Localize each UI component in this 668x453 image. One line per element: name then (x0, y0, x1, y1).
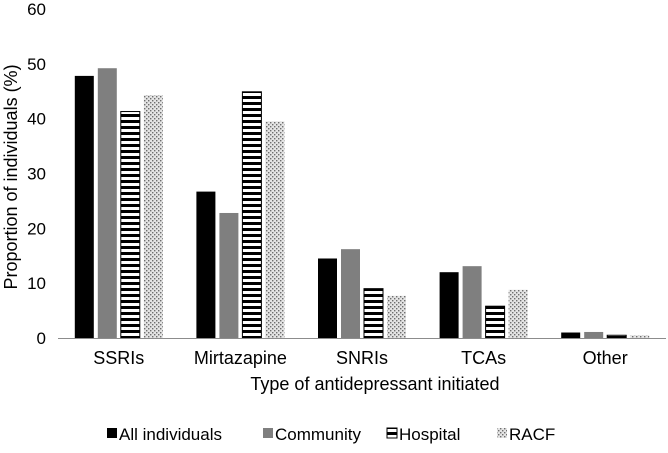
legend-label: RACF (509, 425, 555, 444)
y-axis-title: Proportion of individuals (%) (1, 64, 21, 289)
bar-hospital-ssris (120, 111, 141, 339)
legend-label: Community (275, 425, 361, 444)
bar-hospital-tcas (485, 305, 506, 339)
bar-racf-ssris (143, 95, 163, 338)
y-tick-label: 20 (27, 219, 46, 238)
legend-swatch-racf (497, 428, 507, 438)
x-category-label: Mirtazapine (194, 348, 287, 368)
y-tick-label: 10 (27, 274, 46, 293)
y-tick-label: 60 (27, 0, 46, 19)
x-axis-title: Type of antidepressant initiated (250, 374, 499, 394)
bar-racf-other (630, 335, 650, 338)
bar-community-other (584, 331, 604, 338)
bar-racf-mirtazapine (265, 121, 285, 339)
bar-all-individuals-mirtazapine (196, 191, 216, 338)
legend-swatch-community (263, 428, 273, 438)
y-axis-ticks: 0 10 20 30 40 50 60 (27, 0, 46, 348)
x-category-label: SNRIs (336, 348, 388, 368)
y-tick-label: 50 (27, 55, 46, 74)
bar-racf-snris (387, 295, 406, 338)
bars (74, 68, 650, 339)
legend-label: Hospital (399, 425, 460, 444)
bar-racf-tcas (508, 289, 528, 338)
bar-community-ssris (97, 68, 117, 338)
legend: All individuals Community Hospital RACF (107, 425, 555, 444)
y-tick-label: 0 (37, 329, 46, 348)
category-labels: SSRIs Mirtazapine SNRIs TCAs Other (93, 348, 627, 368)
legend-swatch-hospital (386, 427, 398, 439)
bar-all-individuals-tcas (439, 272, 459, 338)
y-tick-label: 40 (27, 110, 46, 129)
bar-all-individuals-ssris (74, 75, 94, 338)
y-tick-label: 30 (27, 165, 46, 184)
bar-hospital-other (606, 334, 627, 339)
x-category-label: SSRIs (93, 348, 144, 368)
legend-swatch-all-individuals (107, 428, 117, 438)
legend-label: All individuals (119, 425, 222, 444)
bar-community-snris (341, 249, 360, 338)
bar-community-tcas (462, 266, 482, 338)
bar-all-individuals-other (561, 332, 581, 338)
bar-all-individuals-snris (318, 258, 337, 338)
bar-community-mirtazapine (219, 212, 239, 338)
x-category-label: Other (583, 348, 628, 368)
x-category-label: TCAs (461, 348, 506, 368)
bar-hospital-snris (363, 288, 384, 339)
bar-hospital-mirtazapine (241, 91, 262, 339)
